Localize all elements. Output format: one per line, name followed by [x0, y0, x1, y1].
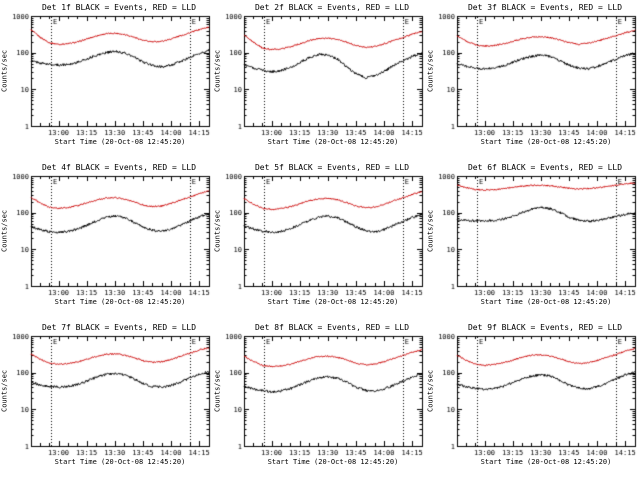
chart-panel-det6: Det 6f BLACK = Events, RED = LLD Counts/…: [426, 160, 639, 320]
panel-title: Det 2f BLACK = Events, RED = LLD: [254, 3, 410, 12]
panel-title: Det 5f BLACK = Events, RED = LLD: [254, 163, 410, 172]
y-axis-label: Counts/sec: [0, 49, 9, 93]
x-axis-label: Start Time (20-Oct-08 12:45:20): [480, 298, 612, 306]
panel-title: Det 8f BLACK = Events, RED = LLD: [254, 323, 410, 332]
x-axis-label: Start Time (20-Oct-08 12:45:20): [480, 138, 612, 146]
x-axis-label: Start Time (20-Oct-08 12:45:20): [54, 458, 186, 466]
chart-panel-det3: Det 3f BLACK = Events, RED = LLD Counts/…: [426, 0, 639, 160]
y-axis-label: Counts/sec: [426, 49, 435, 93]
chart-panel-det2: Det 2f BLACK = Events, RED = LLD Counts/…: [213, 0, 426, 160]
plot-canvas: [426, 320, 639, 475]
plot-canvas: [213, 160, 426, 315]
chart-panel-det5: Det 5f BLACK = Events, RED = LLD Counts/…: [213, 160, 426, 320]
x-axis-label: Start Time (20-Oct-08 12:45:20): [54, 138, 186, 146]
chart-panel-det4: Det 4f BLACK = Events, RED = LLD Counts/…: [0, 160, 213, 320]
x-axis-label: Start Time (20-Oct-08 12:45:20): [267, 138, 399, 146]
x-axis-label: Start Time (20-Oct-08 12:45:20): [267, 458, 399, 466]
y-axis-label: Counts/sec: [0, 209, 9, 253]
panel-title: Det 7f BLACK = Events, RED = LLD: [41, 323, 197, 332]
plot-canvas: [426, 0, 639, 155]
y-axis-label: Counts/sec: [213, 369, 222, 413]
y-axis-label: Counts/sec: [213, 209, 222, 253]
chart-panel-det8: Det 8f BLACK = Events, RED = LLD Counts/…: [213, 320, 426, 480]
chart-panel-det7: Det 7f BLACK = Events, RED = LLD Counts/…: [0, 320, 213, 480]
plot-canvas: [213, 320, 426, 475]
panel-title: Det 9f BLACK = Events, RED = LLD: [467, 323, 623, 332]
plot-canvas: [426, 160, 639, 315]
panel-title: Det 1f BLACK = Events, RED = LLD: [41, 3, 197, 12]
plot-canvas: [0, 320, 213, 475]
y-axis-label: Counts/sec: [426, 209, 435, 253]
panel-title: Det 4f BLACK = Events, RED = LLD: [41, 163, 197, 172]
chart-panel-det9: Det 9f BLACK = Events, RED = LLD Counts/…: [426, 320, 639, 480]
y-axis-label: Counts/sec: [0, 369, 9, 413]
panel-title: Det 6f BLACK = Events, RED = LLD: [467, 163, 623, 172]
y-axis-label: Counts/sec: [213, 49, 222, 93]
plot-canvas: [0, 0, 213, 155]
panel-title: Det 3f BLACK = Events, RED = LLD: [467, 3, 623, 12]
plot-canvas: [0, 160, 213, 315]
plot-canvas: [213, 0, 426, 155]
x-axis-label: Start Time (20-Oct-08 12:45:20): [267, 298, 399, 306]
y-axis-label: Counts/sec: [426, 369, 435, 413]
x-axis-label: Start Time (20-Oct-08 12:45:20): [54, 298, 186, 306]
x-axis-label: Start Time (20-Oct-08 12:45:20): [480, 458, 612, 466]
chart-panel-det1: Det 1f BLACK = Events, RED = LLD Counts/…: [0, 0, 213, 160]
